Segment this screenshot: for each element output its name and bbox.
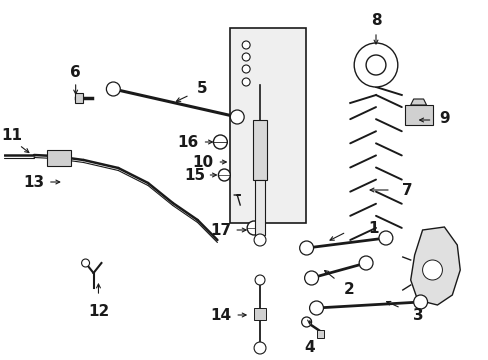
Circle shape	[358, 256, 372, 270]
Circle shape	[213, 135, 227, 149]
Polygon shape	[404, 105, 431, 125]
Text: 1: 1	[368, 220, 379, 235]
Text: 9: 9	[438, 111, 449, 126]
Circle shape	[366, 55, 385, 75]
Bar	[254, 308, 265, 320]
Circle shape	[353, 43, 397, 87]
Text: 14: 14	[209, 307, 230, 323]
Text: 12: 12	[88, 305, 109, 320]
Text: 8: 8	[370, 13, 381, 27]
Circle shape	[242, 53, 249, 61]
Circle shape	[106, 82, 120, 96]
Circle shape	[254, 342, 265, 354]
Circle shape	[81, 259, 89, 267]
Circle shape	[413, 295, 427, 309]
Circle shape	[255, 275, 264, 285]
Circle shape	[242, 78, 249, 86]
Circle shape	[378, 231, 392, 245]
Circle shape	[242, 41, 249, 49]
Polygon shape	[410, 99, 426, 105]
Circle shape	[309, 301, 323, 315]
Text: 2: 2	[343, 283, 354, 297]
Text: 3: 3	[412, 309, 423, 324]
Circle shape	[422, 260, 442, 280]
Polygon shape	[75, 93, 82, 103]
Bar	[230, 28, 305, 223]
Bar	[255, 180, 264, 235]
Text: 15: 15	[183, 167, 205, 183]
Circle shape	[301, 317, 311, 327]
Text: 10: 10	[192, 154, 213, 170]
Text: 4: 4	[304, 341, 314, 356]
Circle shape	[230, 110, 244, 124]
Text: 7: 7	[402, 183, 412, 198]
Circle shape	[304, 271, 318, 285]
Bar	[253, 120, 266, 180]
Circle shape	[246, 221, 261, 235]
Circle shape	[299, 241, 313, 255]
Text: 6: 6	[70, 64, 81, 80]
Text: 5: 5	[197, 81, 207, 95]
Polygon shape	[410, 227, 459, 305]
Text: 13: 13	[23, 175, 44, 189]
Circle shape	[218, 169, 230, 181]
Text: 11: 11	[2, 127, 22, 143]
Text: 16: 16	[177, 135, 198, 149]
Circle shape	[242, 65, 249, 73]
Text: 17: 17	[209, 222, 230, 238]
Polygon shape	[316, 330, 324, 338]
Bar	[47, 150, 71, 166]
Circle shape	[254, 234, 265, 246]
